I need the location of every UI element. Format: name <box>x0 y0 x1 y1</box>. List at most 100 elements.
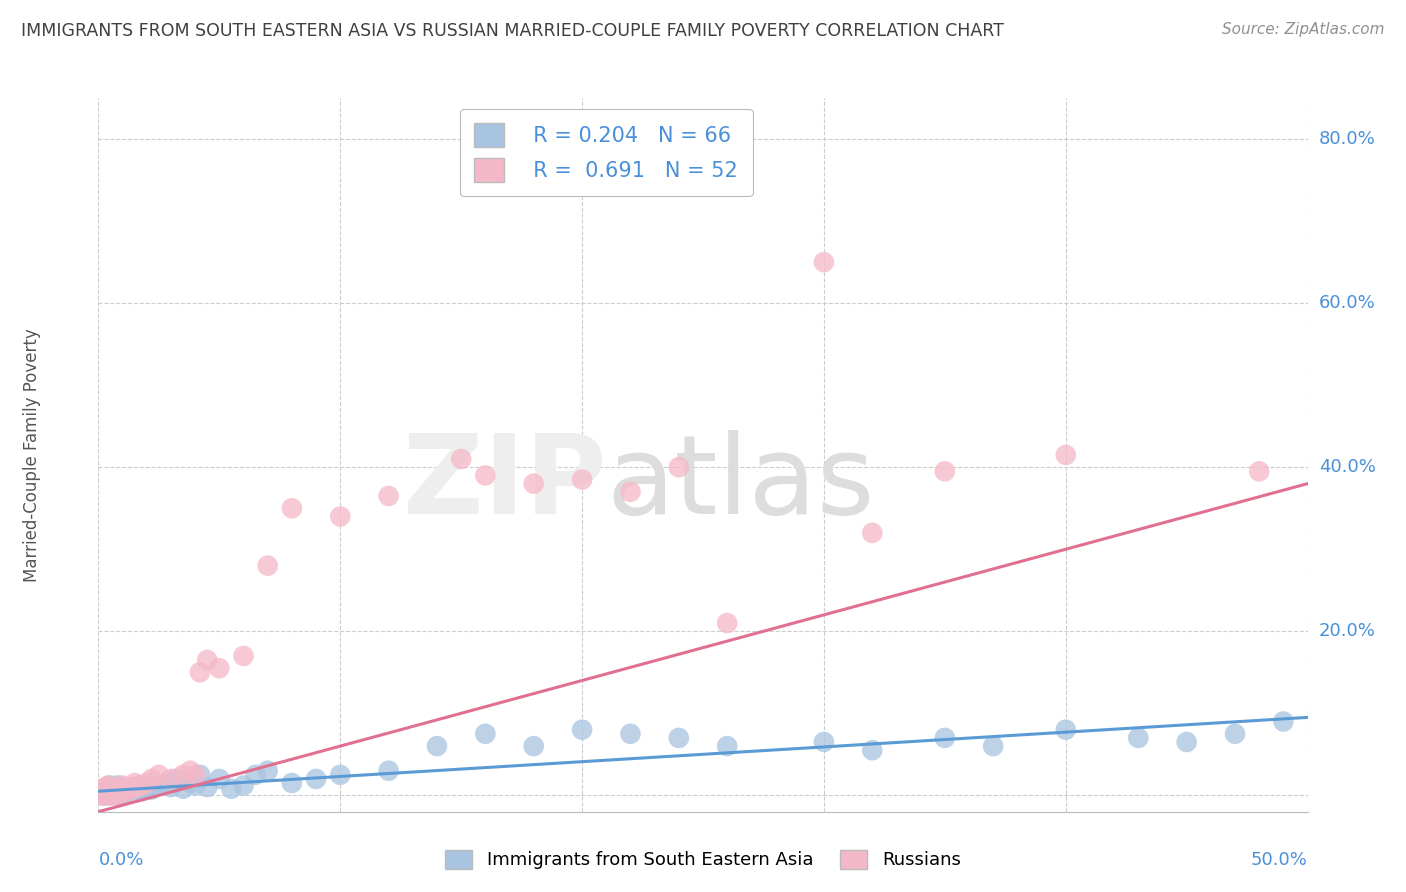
Point <box>188 665 211 680</box>
Point <box>571 473 593 487</box>
Point <box>101 780 124 794</box>
Point <box>256 764 278 778</box>
Point <box>934 464 956 478</box>
Point <box>160 780 183 794</box>
Point <box>131 784 153 798</box>
Point <box>100 789 122 803</box>
Point <box>91 789 114 803</box>
Point <box>91 781 114 796</box>
Point <box>111 784 134 798</box>
Point <box>860 525 883 540</box>
Point <box>450 452 472 467</box>
Point <box>329 509 352 524</box>
Point <box>134 781 156 796</box>
Point <box>111 779 134 793</box>
Point <box>100 789 122 803</box>
Point <box>97 784 120 798</box>
Point <box>91 787 114 801</box>
Point <box>111 789 134 803</box>
Point <box>179 776 201 790</box>
Point <box>232 648 254 663</box>
Text: 50.0%: 50.0% <box>1251 851 1308 869</box>
Point <box>281 501 304 516</box>
Point <box>124 780 146 794</box>
Point <box>101 786 124 800</box>
Point <box>97 779 120 793</box>
Point <box>97 780 120 794</box>
Point <box>127 782 149 797</box>
Point <box>245 768 267 782</box>
Point <box>107 784 129 798</box>
Point <box>165 772 187 786</box>
Point <box>281 776 304 790</box>
Point <box>117 784 139 798</box>
Point <box>716 739 738 753</box>
Point <box>135 780 157 794</box>
Point <box>108 786 131 800</box>
Point <box>90 787 112 801</box>
Point <box>141 782 163 797</box>
Point <box>107 789 129 803</box>
Point <box>131 779 153 793</box>
Point <box>94 787 117 801</box>
Point <box>117 784 139 798</box>
Point <box>208 661 231 675</box>
Point <box>305 772 328 786</box>
Point <box>91 784 114 798</box>
Point <box>155 776 177 790</box>
Point <box>716 616 738 631</box>
Point <box>160 772 183 786</box>
Point <box>107 779 129 793</box>
Point <box>813 255 835 269</box>
Text: Source: ZipAtlas.com: Source: ZipAtlas.com <box>1222 22 1385 37</box>
Point <box>1054 448 1077 462</box>
Point <box>377 489 399 503</box>
Text: IMMIGRANTS FROM SOUTH EASTERN ASIA VS RUSSIAN MARRIED-COUPLE FAMILY POVERTY CORR: IMMIGRANTS FROM SOUTH EASTERN ASIA VS RU… <box>21 22 1004 40</box>
Point <box>172 768 194 782</box>
Point <box>221 781 243 796</box>
Point <box>100 779 122 793</box>
Point <box>172 781 194 796</box>
Point <box>179 764 201 778</box>
Point <box>94 780 117 794</box>
Point <box>127 780 149 794</box>
Point <box>184 779 207 793</box>
Point <box>619 727 641 741</box>
Point <box>118 781 141 796</box>
Text: 60.0%: 60.0% <box>1319 294 1375 312</box>
Point <box>426 739 449 753</box>
Point <box>94 789 117 803</box>
Point <box>100 784 122 798</box>
Point <box>124 776 146 790</box>
Point <box>377 764 399 778</box>
Point <box>474 468 496 483</box>
Point <box>104 789 127 803</box>
Point <box>94 781 117 796</box>
Text: Married-Couple Family Poverty: Married-Couple Family Poverty <box>22 328 41 582</box>
Point <box>90 784 112 798</box>
Point <box>1272 714 1295 729</box>
Point <box>101 782 124 797</box>
Point <box>474 727 496 741</box>
Point <box>1128 731 1150 745</box>
Point <box>668 731 690 745</box>
Point <box>195 653 218 667</box>
Point <box>813 735 835 749</box>
Point <box>104 780 127 794</box>
Point <box>148 768 170 782</box>
Point <box>195 780 218 794</box>
Point <box>108 787 131 801</box>
Point <box>619 484 641 499</box>
Point <box>329 768 352 782</box>
Point <box>1054 723 1077 737</box>
Point <box>114 780 136 795</box>
Point <box>94 789 117 803</box>
Point <box>107 781 129 796</box>
Point <box>114 781 136 796</box>
Point <box>232 779 254 793</box>
Point <box>148 779 170 793</box>
Point <box>184 768 207 782</box>
Point <box>1175 735 1198 749</box>
Point <box>188 768 211 782</box>
Legend: Immigrants from South Eastern Asia, Russians: Immigrants from South Eastern Asia, Russ… <box>436 841 970 879</box>
